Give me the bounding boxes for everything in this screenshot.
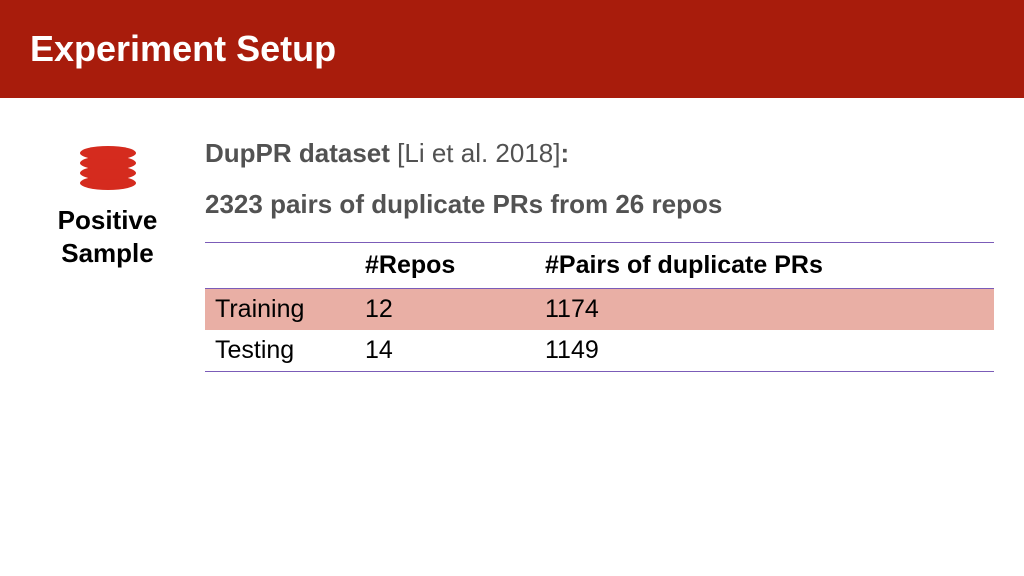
table-header-split — [205, 243, 355, 289]
cell-pairs: 1174 — [535, 289, 994, 331]
dataset-summary: 2323 pairs of duplicate PRs from 26 repo… — [205, 189, 994, 220]
table-header-pairs: #Pairs of duplicate PRs — [535, 243, 994, 289]
dataset-name: DupPR dataset — [205, 138, 390, 168]
table-row: Training 12 1174 — [205, 289, 994, 331]
table-row: Testing 14 1149 — [205, 330, 994, 372]
dataset-heading: DupPR dataset [Li et al. 2018]: — [205, 138, 994, 169]
cell-split: Testing — [205, 330, 355, 372]
cell-split: Training — [205, 289, 355, 331]
sample-label: Positive Sample — [58, 204, 158, 269]
split-table: #Repos #Pairs of duplicate PRs Training … — [205, 242, 994, 372]
sample-label-line1: Positive — [58, 205, 158, 235]
cell-repos: 14 — [355, 330, 535, 372]
slide-title: Experiment Setup — [30, 28, 336, 70]
cell-pairs: 1149 — [535, 330, 994, 372]
dataset-colon: : — [561, 138, 570, 168]
table-header-repos: #Repos — [355, 243, 535, 289]
dataset-citation: [Li et al. 2018] — [397, 138, 560, 168]
table-header-row: #Repos #Pairs of duplicate PRs — [205, 243, 994, 289]
sample-label-line2: Sample — [61, 238, 154, 268]
cell-repos: 12 — [355, 289, 535, 331]
main-content: DupPR dataset [Li et al. 2018]: 2323 pai… — [205, 138, 994, 372]
slide-content: Positive Sample DupPR dataset [Li et al.… — [0, 98, 1024, 402]
database-icon — [80, 146, 136, 190]
slide-header: Experiment Setup — [0, 0, 1024, 98]
sample-sidebar: Positive Sample — [30, 138, 185, 372]
